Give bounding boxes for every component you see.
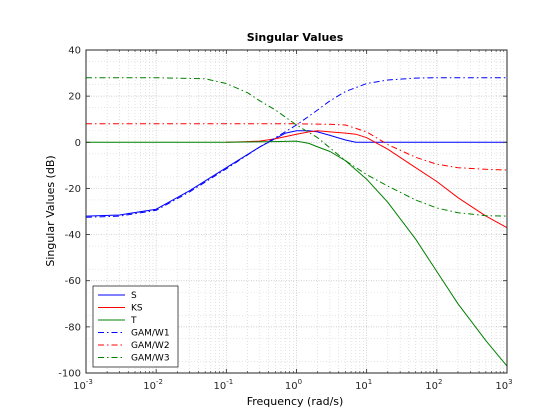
y-tick-label: -20 — [65, 184, 81, 195]
y-axis-label: Singular Values (dB) — [44, 155, 57, 266]
series-line-gam-w3 — [86, 77, 508, 217]
x-tick-label: 101 — [355, 378, 372, 392]
y-tick-label: -60 — [65, 276, 81, 287]
legend-label: GAM/W3 — [131, 354, 170, 364]
series-line-gam-w1 — [85, 77, 507, 218]
series-line-ks — [226, 130, 508, 229]
x-tick-label: 10-3 — [73, 378, 93, 392]
x-tick-label: 100 — [285, 378, 302, 392]
y-tick-label: -80 — [65, 322, 81, 333]
series-line-gam-w2 — [86, 123, 508, 171]
x-tick-label: 10-2 — [143, 378, 163, 392]
legend-label: GAM/W1 — [131, 329, 170, 339]
legend-label: KS — [131, 304, 143, 314]
x-tick-label: 102 — [425, 378, 442, 392]
legend: S KS T GAM/W1 GAM/W2 GAM/W3 — [92, 285, 179, 368]
x-tick-label: 103 — [495, 378, 512, 392]
legend-box — [92, 285, 179, 368]
series-line-s — [85, 130, 507, 217]
x-tick-label: 10-1 — [213, 378, 233, 392]
y-tick-label: 20 — [68, 92, 81, 103]
y-tick-label: 0 — [75, 138, 81, 149]
y-tick-label: -40 — [65, 230, 81, 241]
y-tick-label: 40 — [68, 46, 81, 57]
series-lines — [85, 77, 508, 367]
legend-label: GAM/W2 — [131, 341, 170, 351]
y-tick-label: -100 — [58, 369, 81, 380]
series-line-t — [86, 140, 508, 367]
x-axis-label: Frequency (rad/s) — [247, 395, 344, 408]
legend-label: T — [130, 316, 137, 326]
chart-title: Singular Values — [247, 31, 344, 44]
legend-label: S — [131, 291, 137, 301]
